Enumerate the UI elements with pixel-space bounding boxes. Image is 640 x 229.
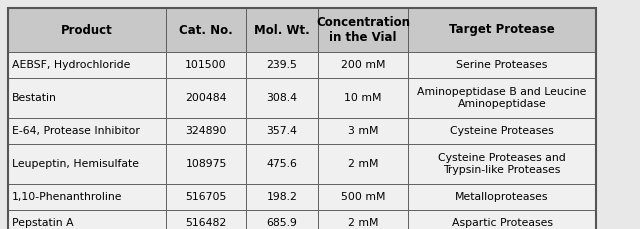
Bar [318,78,408,118]
Bar [166,184,246,210]
Bar [246,8,318,52]
Bar [8,184,166,210]
Text: 2 mM: 2 mM [348,159,378,169]
Text: Serine Proteases: Serine Proteases [456,60,548,70]
Bar [318,8,408,52]
Bar [8,52,166,78]
Bar [408,210,596,229]
Bar [408,144,596,184]
Text: Target Protease: Target Protease [449,24,555,36]
Bar [8,78,166,118]
Bar [318,210,408,229]
Bar [318,118,408,144]
Text: Aspartic Proteases: Aspartic Proteases [451,218,552,228]
Text: Pepstatin A: Pepstatin A [12,218,74,228]
Text: 308.4: 308.4 [266,93,298,103]
Text: 200484: 200484 [185,93,227,103]
Text: 108975: 108975 [186,159,227,169]
Text: Leupeptin, Hemisulfate: Leupeptin, Hemisulfate [12,159,139,169]
Bar [166,118,246,144]
Text: 198.2: 198.2 [267,192,298,202]
Bar [166,52,246,78]
Text: 3 mM: 3 mM [348,126,378,136]
Text: E-64, Protease Inhibitor: E-64, Protease Inhibitor [12,126,140,136]
Text: Cysteine Proteases and
Trypsin-like Proteases: Cysteine Proteases and Trypsin-like Prot… [438,153,566,175]
Text: 516705: 516705 [186,192,227,202]
Text: Mol. Wt.: Mol. Wt. [254,24,310,36]
Bar [408,52,596,78]
Bar [318,52,408,78]
Bar [8,210,166,229]
Bar [166,210,246,229]
Bar [246,210,318,229]
Bar [166,8,246,52]
Text: Concentration
in the Vial: Concentration in the Vial [316,16,410,44]
Text: Aminopeptidase B and Leucine
Aminopeptidase: Aminopeptidase B and Leucine Aminopeptid… [417,87,587,109]
Bar [246,144,318,184]
Text: 685.9: 685.9 [267,218,298,228]
Bar [246,184,318,210]
Bar [8,118,166,144]
Text: AEBSF, Hydrochloride: AEBSF, Hydrochloride [12,60,131,70]
Bar [246,52,318,78]
Text: 475.6: 475.6 [267,159,298,169]
Text: 239.5: 239.5 [267,60,298,70]
Bar [408,118,596,144]
Bar [8,144,166,184]
Bar [246,118,318,144]
Text: 516482: 516482 [186,218,227,228]
Text: 357.4: 357.4 [267,126,298,136]
Text: Product: Product [61,24,113,36]
Text: Metalloproteases: Metalloproteases [455,192,548,202]
Bar [166,144,246,184]
Text: 324890: 324890 [186,126,227,136]
Text: 200 mM: 200 mM [340,60,385,70]
Text: 101500: 101500 [185,60,227,70]
Bar [408,8,596,52]
Text: 2 mM: 2 mM [348,218,378,228]
Text: 1,10-Phenanthroline: 1,10-Phenanthroline [12,192,122,202]
Bar [318,184,408,210]
Bar [8,8,166,52]
Bar [166,78,246,118]
Text: 10 mM: 10 mM [344,93,381,103]
Bar [318,144,408,184]
Text: Bestatin: Bestatin [12,93,57,103]
Bar [408,78,596,118]
Bar [246,78,318,118]
Bar [408,184,596,210]
Text: Cat. No.: Cat. No. [179,24,233,36]
Text: Cysteine Proteases: Cysteine Proteases [450,126,554,136]
Text: 500 mM: 500 mM [340,192,385,202]
